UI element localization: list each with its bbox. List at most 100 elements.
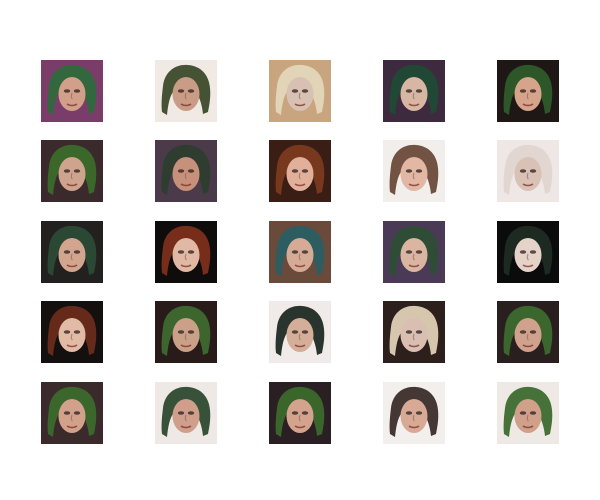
eye-right (301, 330, 309, 334)
mouth (180, 344, 192, 348)
eye-left (63, 250, 71, 254)
face-image (269, 140, 331, 202)
eye-left (519, 89, 527, 93)
eye-left (405, 411, 413, 415)
eye-left (405, 89, 413, 93)
face-image (41, 60, 103, 122)
face-image (155, 382, 217, 444)
nose (412, 333, 415, 341)
mouth (180, 264, 192, 268)
eye-left (63, 330, 71, 334)
mouth (66, 103, 78, 107)
face-sample-tile (269, 60, 331, 122)
nose (526, 333, 529, 341)
nose (526, 172, 529, 180)
face-sample-tile (269, 301, 331, 363)
mouth (294, 344, 306, 348)
eye-right (301, 250, 309, 254)
nose (412, 253, 415, 261)
mouth (66, 344, 78, 348)
eye-left (291, 330, 299, 334)
nose (298, 92, 301, 100)
face-sample-tile (383, 382, 445, 444)
eye-left (405, 330, 413, 334)
mouth (294, 425, 306, 429)
nose (184, 92, 187, 100)
face-image (383, 382, 445, 444)
face-image (497, 382, 559, 444)
nose (70, 414, 73, 422)
eye-right (73, 89, 81, 93)
mouth (294, 264, 306, 268)
eye-left (63, 169, 71, 173)
nose (526, 253, 529, 261)
mouth (294, 103, 306, 107)
eye-right (529, 169, 537, 173)
eye-left (519, 250, 527, 254)
mouth (66, 264, 78, 268)
eye-left (405, 250, 413, 254)
face-sample-tile (497, 382, 559, 444)
eye-left (177, 89, 185, 93)
face-image (497, 140, 559, 202)
mouth (408, 264, 420, 268)
eye-left (291, 250, 299, 254)
eye-left (177, 411, 185, 415)
nose (298, 253, 301, 261)
face-image (269, 382, 331, 444)
face-image (269, 301, 331, 363)
nose (184, 333, 187, 341)
face-sample-tile (269, 140, 331, 202)
face-image (155, 301, 217, 363)
mouth (66, 425, 78, 429)
mouth (180, 425, 192, 429)
nose (70, 172, 73, 180)
nose (70, 253, 73, 261)
eye-right (415, 89, 423, 93)
mouth (294, 183, 306, 187)
eye-right (301, 89, 309, 93)
mouth (522, 183, 534, 187)
face-sample-tile (155, 140, 217, 202)
mouth (522, 344, 534, 348)
nose (412, 92, 415, 100)
face-image (497, 221, 559, 283)
face-image (269, 221, 331, 283)
face-sample-tile (383, 301, 445, 363)
mouth (522, 425, 534, 429)
face-image (155, 221, 217, 283)
eye-right (73, 250, 81, 254)
face-image (383, 60, 445, 122)
nose (70, 333, 73, 341)
face-sample-tile (155, 382, 217, 444)
eye-left (63, 411, 71, 415)
nose (298, 172, 301, 180)
face-sample-tile (269, 382, 331, 444)
mouth (180, 103, 192, 107)
mouth (180, 183, 192, 187)
eye-left (405, 169, 413, 173)
face-sample-tile (41, 301, 103, 363)
eye-left (291, 89, 299, 93)
eye-left (177, 169, 185, 173)
eye-right (187, 330, 195, 334)
face-sample-tile (269, 221, 331, 283)
face-image (269, 60, 331, 122)
eye-right (73, 330, 81, 334)
face-image (383, 221, 445, 283)
mouth (522, 264, 534, 268)
nose (298, 414, 301, 422)
nose (412, 414, 415, 422)
eye-left (177, 330, 185, 334)
eye-right (187, 169, 195, 173)
face-sample-tile (155, 221, 217, 283)
face-image (383, 140, 445, 202)
nose (184, 253, 187, 261)
eye-right (415, 330, 423, 334)
mouth (522, 103, 534, 107)
face-image (497, 301, 559, 363)
eye-left (63, 89, 71, 93)
face-sample-tile (41, 382, 103, 444)
eye-right (73, 411, 81, 415)
